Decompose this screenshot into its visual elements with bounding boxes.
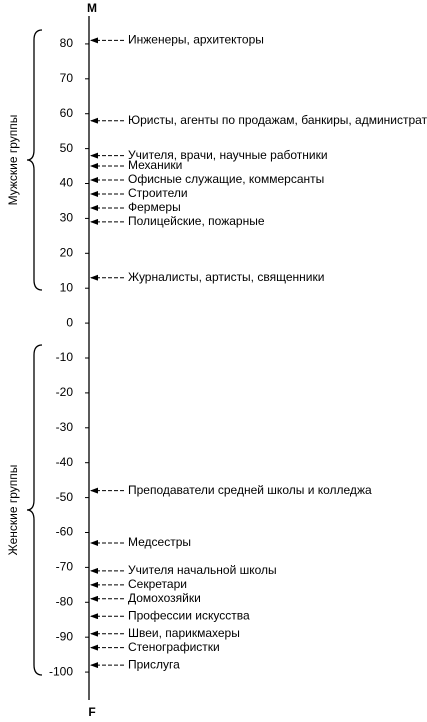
- annotation: Домохозяйки: [128, 591, 201, 605]
- annotation: Строители: [128, 186, 188, 200]
- annotation: Учителя, врачи, научные работники: [128, 148, 328, 162]
- y-tick-label: 80: [60, 36, 74, 50]
- bottom-label: F: [88, 705, 95, 719]
- annotation: Секретари: [128, 577, 187, 591]
- annotation: Стенографистки: [128, 640, 220, 654]
- annotation: Учителя начальной школы: [128, 563, 277, 577]
- y-tick-label: -60: [56, 525, 74, 539]
- y-tick-label: -10: [56, 350, 74, 364]
- group-label: Женские группы: [6, 465, 20, 556]
- annotation: Инженеры, архитекторы: [128, 33, 264, 47]
- annotation: Фермеры: [128, 200, 181, 214]
- y-tick-label: -30: [56, 420, 74, 434]
- annotation: Профессии искусства: [128, 608, 250, 622]
- y-tick-label: -100: [49, 664, 73, 678]
- top-label: M: [87, 1, 97, 15]
- y-tick-label: 0: [66, 315, 73, 329]
- y-tick-label: 10: [60, 280, 74, 294]
- brace: [26, 344, 43, 676]
- annotation: Прислуга: [128, 657, 180, 671]
- group-label: Мужские группы: [6, 115, 20, 206]
- y-tick-label: -20: [56, 385, 74, 399]
- y-tick-label: 60: [60, 106, 74, 120]
- annotation: Преподаватели средней школы и колледжа: [128, 483, 372, 497]
- y-tick-label: 20: [60, 245, 74, 259]
- y-tick-label: 50: [60, 141, 74, 155]
- y-tick-label: 70: [60, 71, 74, 85]
- y-tick-label: -80: [56, 594, 74, 608]
- annotation: Офисные служащие, коммерсанты: [128, 172, 324, 186]
- annotation: Журналисты, артисты, священники: [128, 270, 324, 284]
- y-tick-label: -40: [56, 455, 74, 469]
- y-tick-label: -70: [56, 560, 74, 574]
- annotation: Юристы, агенты по продажам, банкиры, адм…: [128, 113, 427, 127]
- annotation: Медсестры: [128, 535, 191, 549]
- y-tick-label: 30: [60, 211, 74, 225]
- brace: [26, 29, 43, 291]
- annotation: Полицейские, пожарные: [128, 214, 265, 228]
- annotation: Механики: [128, 158, 182, 172]
- y-tick-label: -90: [56, 629, 74, 643]
- annotation: Швеи, парикмахеры: [128, 626, 240, 640]
- y-tick-label: 40: [60, 176, 74, 190]
- y-tick-label: -50: [56, 490, 74, 504]
